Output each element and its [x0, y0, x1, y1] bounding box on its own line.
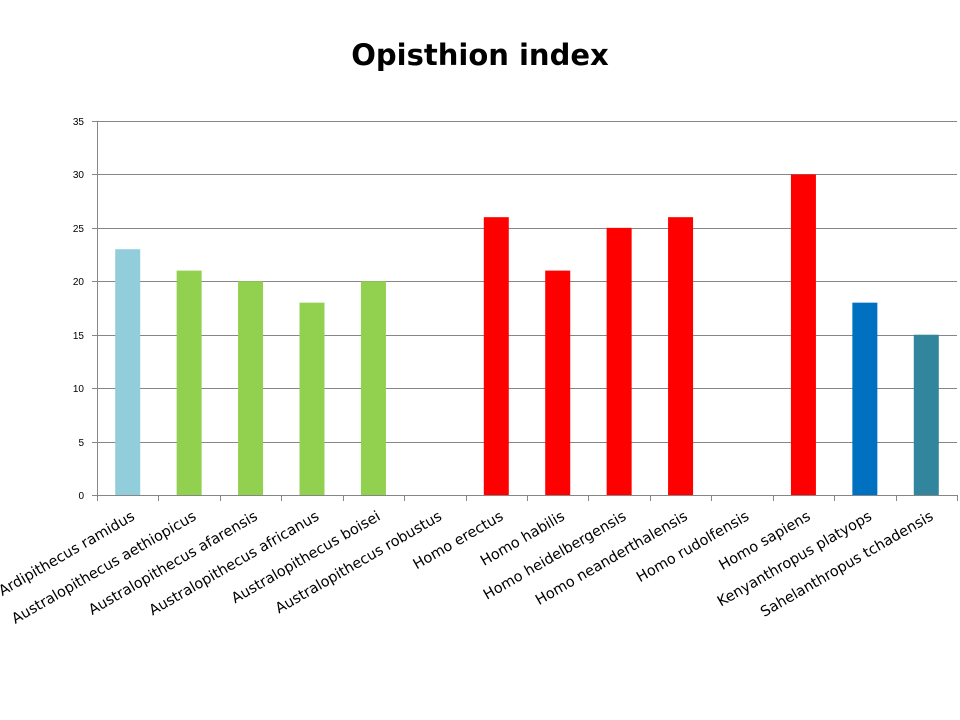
- y-tick-label: 20: [73, 277, 85, 288]
- y-tick-label: 10: [73, 384, 85, 395]
- bar: [852, 302, 878, 495]
- bar: [483, 217, 509, 495]
- y-tick-labels: 0 5 10 15 20 25 30 35: [73, 117, 85, 502]
- bar: [606, 227, 632, 495]
- y-tick-label: 25: [73, 224, 85, 235]
- bar: [176, 270, 202, 495]
- y-tick-label: 35: [73, 117, 85, 128]
- bar: [668, 217, 694, 495]
- bar: [299, 302, 325, 495]
- y-tick-label: 0: [78, 491, 84, 502]
- y-tick-label: 30: [73, 170, 85, 181]
- bar: [790, 174, 816, 495]
- gridlines: [97, 121, 957, 443]
- bar: [238, 281, 264, 495]
- bar: [913, 334, 939, 495]
- bar: [115, 249, 141, 495]
- axes: [92, 121, 958, 501]
- y-tick-label: 5: [78, 438, 84, 449]
- bar: [545, 270, 571, 495]
- chart-title: Opisthion index: [351, 38, 609, 72]
- x-category-label: Homo rudolfensis: [634, 509, 752, 586]
- bars: [115, 174, 939, 495]
- bar: [360, 281, 386, 495]
- y-tick-label: 15: [73, 331, 85, 342]
